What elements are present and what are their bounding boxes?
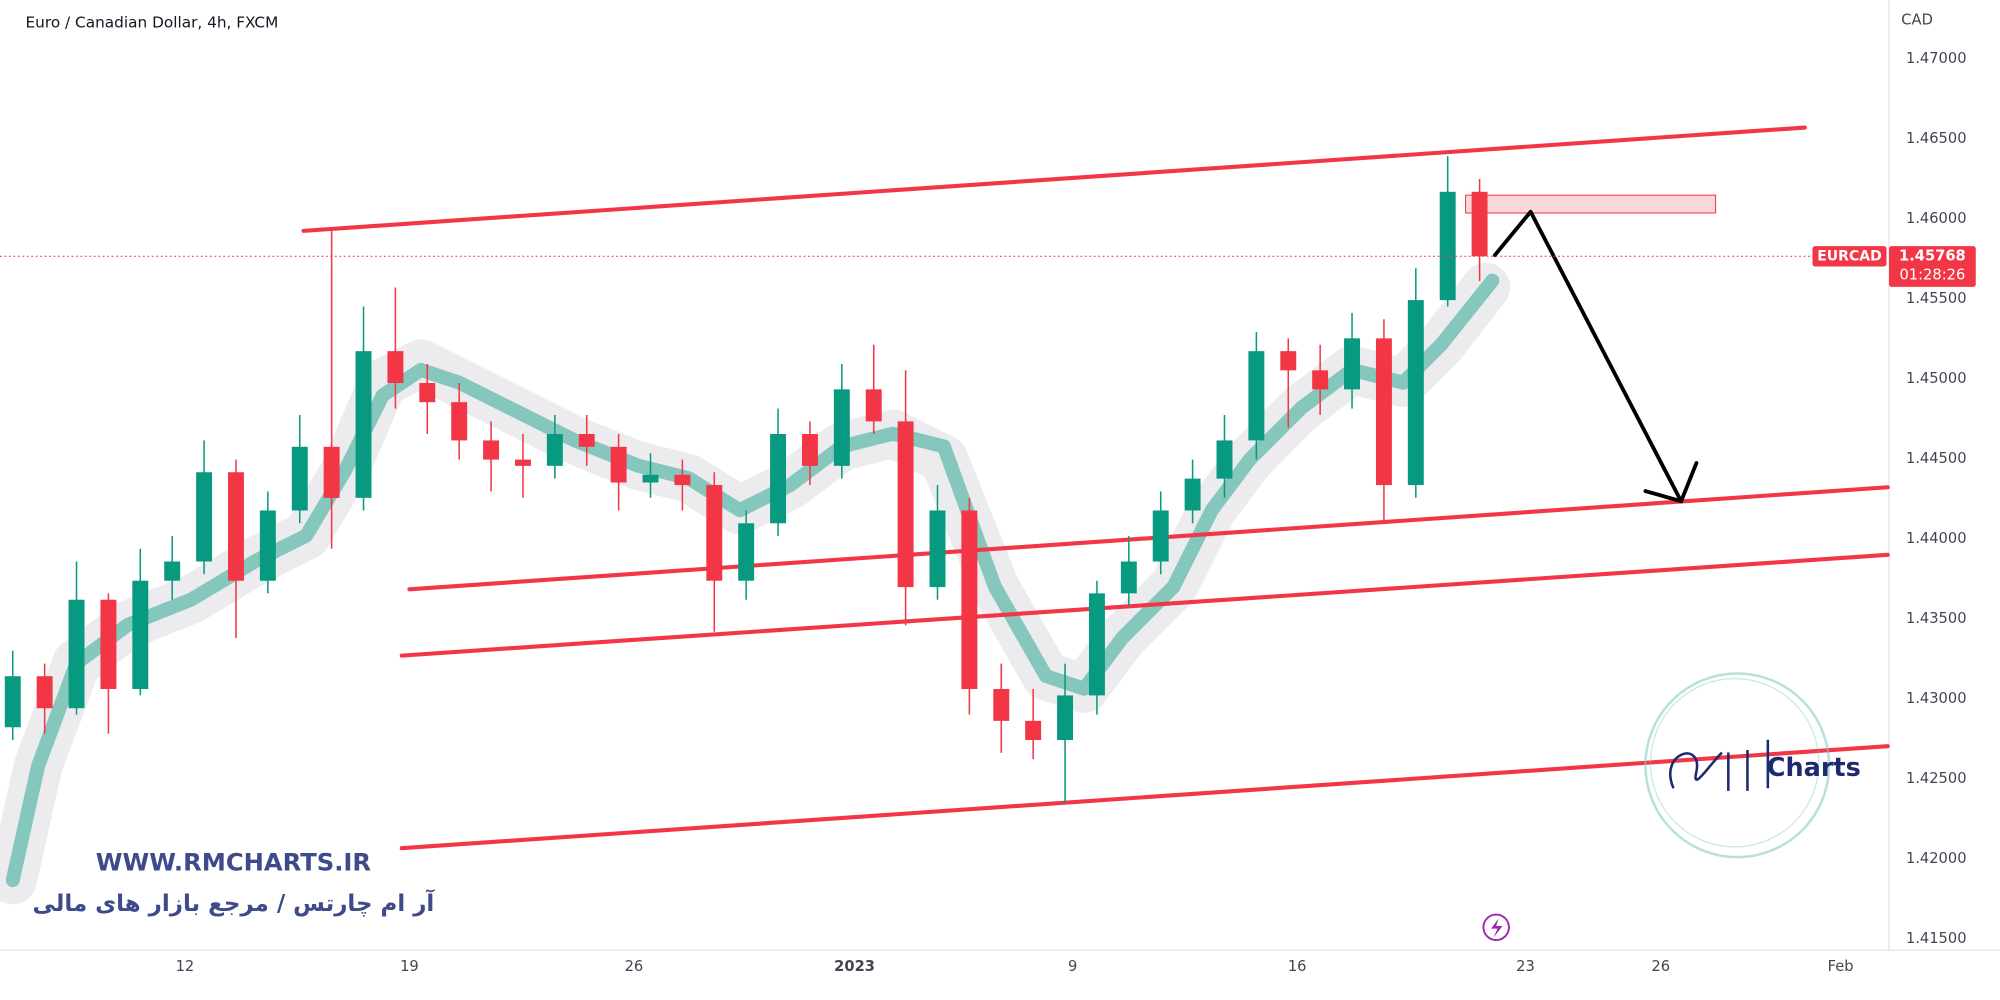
y-tick-label: 1.46500 (1906, 130, 1967, 147)
candle-body (706, 485, 723, 581)
logo-ring (1644, 672, 1831, 859)
candle-body (1025, 720, 1042, 741)
candle-body (323, 446, 340, 498)
chart-title: Euro / Canadian Dollar, 4h, FXCM (26, 13, 279, 31)
candle-body (227, 472, 244, 581)
candle-body (833, 389, 850, 466)
logo-mark (1669, 739, 1770, 791)
logo: Charts (1644, 672, 1861, 859)
candle-body (1248, 351, 1265, 441)
y-tick-label: 1.44000 (1906, 530, 1967, 547)
y-tick-label: 1.42000 (1906, 850, 1967, 867)
lightning-icon[interactable] (1482, 913, 1510, 942)
trend-line (399, 744, 1890, 851)
candle-body (1184, 478, 1201, 511)
x-tick-label: 26 (1651, 958, 1670, 975)
x-tick-label: Feb (1828, 958, 1854, 975)
watermark-tagline: آر ام چارتس / مرجع بازار های مالی (33, 888, 436, 917)
arrow-path (1492, 209, 1684, 504)
y-tick-label: 1.42500 (1906, 770, 1967, 787)
candle-body (738, 523, 755, 581)
candle-body (419, 382, 436, 403)
x-tick-label: 23 (1516, 958, 1535, 975)
y-tick-label: 1.47000 (1906, 50, 1967, 67)
candle-body (642, 474, 659, 483)
logo-text: Charts (1767, 753, 1861, 783)
y-tick-label: 1.44500 (1906, 450, 1967, 467)
icon-ring[interactable] (1482, 913, 1510, 942)
trend-lines (301, 125, 1890, 851)
candle-body (929, 510, 946, 588)
candle-body (387, 351, 404, 383)
price-label-box (1889, 246, 1976, 287)
y-tick-label: 1.41500 (1906, 930, 1967, 947)
candle-body (865, 389, 882, 422)
x-tick-label: 19 (400, 958, 419, 975)
candle-body (1216, 440, 1233, 479)
candle-body (1344, 338, 1361, 390)
candle-body (993, 689, 1010, 721)
candle-body (514, 459, 531, 466)
candle-body (451, 402, 468, 441)
candle-body (546, 434, 563, 466)
y-tick-label: 1.43000 (1906, 690, 1967, 707)
candle-body (259, 510, 276, 581)
y-tick-label: 1.45000 (1906, 370, 1967, 387)
supply-zone (1465, 194, 1717, 214)
x-tick-label: 26 (625, 958, 644, 975)
x-tick-label: 16 (1288, 958, 1307, 975)
trend-line (399, 552, 1890, 658)
candle-body (68, 599, 85, 709)
trend-line (407, 485, 1890, 592)
candle-body (1439, 191, 1456, 301)
candle-body (196, 472, 213, 562)
candle-body (36, 676, 53, 709)
candle-body (897, 421, 914, 588)
candle-body (1312, 370, 1329, 390)
candle-body (1471, 191, 1488, 257)
watermark-url: WWW.RMCHARTS.IR (96, 849, 372, 877)
candle-body (801, 434, 818, 466)
x-tick-label: 9 (1068, 958, 1077, 975)
candle-body (100, 599, 117, 690)
x-tick-label: 12 (176, 958, 195, 975)
candle-body (132, 580, 149, 690)
trend-line (301, 125, 1807, 233)
countdown-label: 01:28:26 (1899, 266, 1965, 283)
y-axis-label: CAD (1901, 11, 1933, 28)
price-label: 1.45768 (1899, 247, 1966, 264)
candle-body (164, 561, 181, 581)
candle-body (291, 446, 308, 511)
candle-body (1088, 593, 1105, 696)
projection-arrow (1492, 209, 1699, 504)
candle-body (674, 474, 691, 486)
logo-ring (1649, 677, 1820, 848)
symbol-label-box (1812, 246, 1887, 267)
y-tick-label: 1.45500 (1906, 290, 1967, 307)
candle-body (961, 510, 978, 690)
candle-body (483, 440, 500, 460)
candle-body (4, 676, 21, 728)
x-tick-label: 2023 (834, 958, 875, 975)
candles (4, 156, 1488, 804)
symbol-label: EURCAD (1817, 248, 1882, 264)
arrow-head (1643, 461, 1699, 504)
candle-body (1407, 300, 1424, 486)
icon-bolt[interactable] (1491, 918, 1503, 938)
candle-body (1120, 561, 1137, 594)
candle-body (610, 446, 627, 483)
candle-body (770, 434, 787, 524)
candle-body (578, 434, 595, 447)
overlay: 1.47000 1.46500 1.46000 1.45500 1.45000 1.445… (0, 50, 1976, 975)
y-tick-label: 1.46000 (1906, 210, 1967, 227)
candle-body (355, 351, 372, 498)
candle-body (1375, 338, 1392, 486)
candle-body (1152, 510, 1169, 562)
y-tick-label: 1.43500 (1906, 610, 1967, 627)
candle-body (1280, 351, 1297, 371)
candle-body (1057, 695, 1074, 741)
